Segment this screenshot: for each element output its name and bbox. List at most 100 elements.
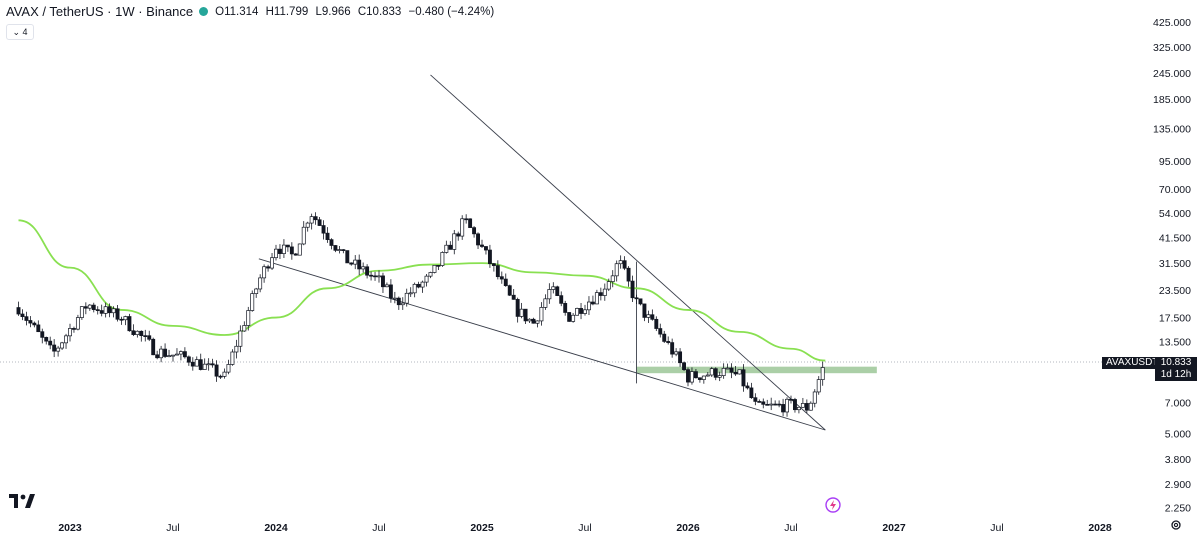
candle-down: [531, 318, 536, 324]
candle-down: [99, 310, 104, 314]
candle-up: [674, 351, 679, 355]
candle-up: [587, 301, 591, 311]
candle-up: [737, 369, 742, 375]
candle-down: [686, 369, 690, 383]
candle-down: [741, 369, 746, 387]
candle-down: [266, 266, 271, 269]
candle-up: [87, 304, 92, 309]
descending-support-line: [258, 258, 826, 431]
candle-up: [384, 284, 389, 288]
candle-up: [551, 286, 556, 290]
candle-up: [361, 266, 366, 270]
price-axis[interactable]: 425.000 325.000 245.000 185.000 135.000 95.00…: [1153, 17, 1191, 515]
y-tick-label: 41.500: [1159, 233, 1191, 245]
candle-down: [345, 250, 350, 264]
candle-down: [579, 308, 583, 314]
y-tick-label: 135.000: [1153, 123, 1191, 135]
y-tick-label: 5.000: [1165, 429, 1191, 441]
close-value: C10.833: [357, 5, 402, 18]
moving-average-path: [18, 219, 826, 362]
candle-down: [773, 403, 778, 406]
candle-up: [725, 367, 730, 370]
candle-up: [575, 308, 580, 316]
candle-up: [519, 308, 524, 317]
candle-up: [460, 218, 465, 237]
indicator-toggle[interactable]: ⌄ 4: [6, 24, 34, 40]
candle-down: [670, 342, 675, 355]
candle-down: [507, 285, 512, 296]
symbol-title[interactable]: AVAX / TetherUS · 1W · Binance: [6, 4, 194, 19]
candle-up: [337, 249, 342, 251]
trendlines: [258, 74, 826, 431]
candle-up: [194, 359, 199, 367]
candle-up: [262, 266, 267, 279]
candle-up: [281, 244, 286, 254]
y-tick-label: 325.000: [1153, 42, 1191, 54]
y-tick-label: 3.800: [1165, 454, 1191, 466]
candle-down: [761, 401, 766, 405]
candle-up: [246, 310, 251, 326]
candle-up: [444, 244, 449, 253]
candle-down: [658, 328, 663, 335]
candle-down: [622, 260, 627, 269]
support-zone-rect: [636, 366, 877, 374]
candle-up: [769, 403, 774, 406]
candle-up: [309, 216, 314, 224]
candle-down: [777, 403, 782, 406]
candle-up: [424, 275, 429, 283]
y-tick-label: 2.250: [1165, 503, 1191, 515]
x-tick-label: Jul: [990, 522, 1003, 534]
candle-up: [103, 306, 108, 314]
candle-down: [590, 301, 595, 305]
change-value: −0.480 (−4.24%): [408, 5, 495, 18]
candle-up: [543, 298, 548, 308]
candle-down: [626, 267, 631, 282]
candle-up: [602, 288, 607, 296]
gear-icon[interactable]: [1170, 519, 1182, 531]
candle-down: [321, 225, 326, 234]
candle-down: [468, 218, 473, 228]
candle-down: [313, 216, 318, 221]
candle-down: [329, 239, 334, 246]
candle-up: [709, 368, 714, 376]
candle-down: [634, 297, 639, 300]
time-axis[interactable]: 2023 Jul 2024 Jul 2025 Jul 2026 Jul 2027 Jul 2028: [58, 522, 1112, 534]
candle-up: [377, 275, 381, 278]
support-zone: [636, 366, 877, 374]
candle-up: [535, 320, 540, 324]
candle-down: [682, 362, 686, 371]
candle-down: [713, 368, 718, 378]
candle-down: [749, 387, 754, 399]
candle-down: [733, 371, 738, 375]
candle-up: [785, 398, 789, 413]
candle-up: [230, 351, 235, 365]
candle-down: [373, 275, 377, 278]
x-tick-label: 2027: [882, 522, 906, 534]
candle-down: [654, 318, 659, 329]
candle-up: [690, 371, 694, 383]
candle-up: [175, 353, 179, 356]
candle-up: [270, 257, 274, 269]
candle-up: [610, 275, 615, 282]
lightning-bolt-icon[interactable]: [825, 497, 841, 513]
candle-down: [218, 375, 223, 378]
candle-down: [381, 275, 385, 288]
candle-down: [48, 340, 53, 346]
candle-down: [804, 403, 809, 411]
tradingview-logo[interactable]: [9, 494, 35, 508]
y-tick-label: 17.500: [1159, 313, 1191, 325]
candle-down: [495, 265, 500, 278]
candle-up: [404, 292, 409, 304]
candle-up: [571, 314, 576, 322]
y-tick-label: 425.000: [1153, 17, 1191, 29]
y-tick-label: 70.000: [1159, 184, 1191, 196]
countdown-tag: 1d 12h: [1155, 369, 1197, 381]
candle-down: [793, 399, 797, 411]
candle-down: [480, 244, 484, 247]
candle-down: [697, 377, 702, 380]
y-tick-label: 185.000: [1153, 94, 1191, 106]
candle-up: [301, 226, 306, 245]
low-value: L9.966: [315, 5, 351, 18]
candle-up: [392, 297, 397, 300]
